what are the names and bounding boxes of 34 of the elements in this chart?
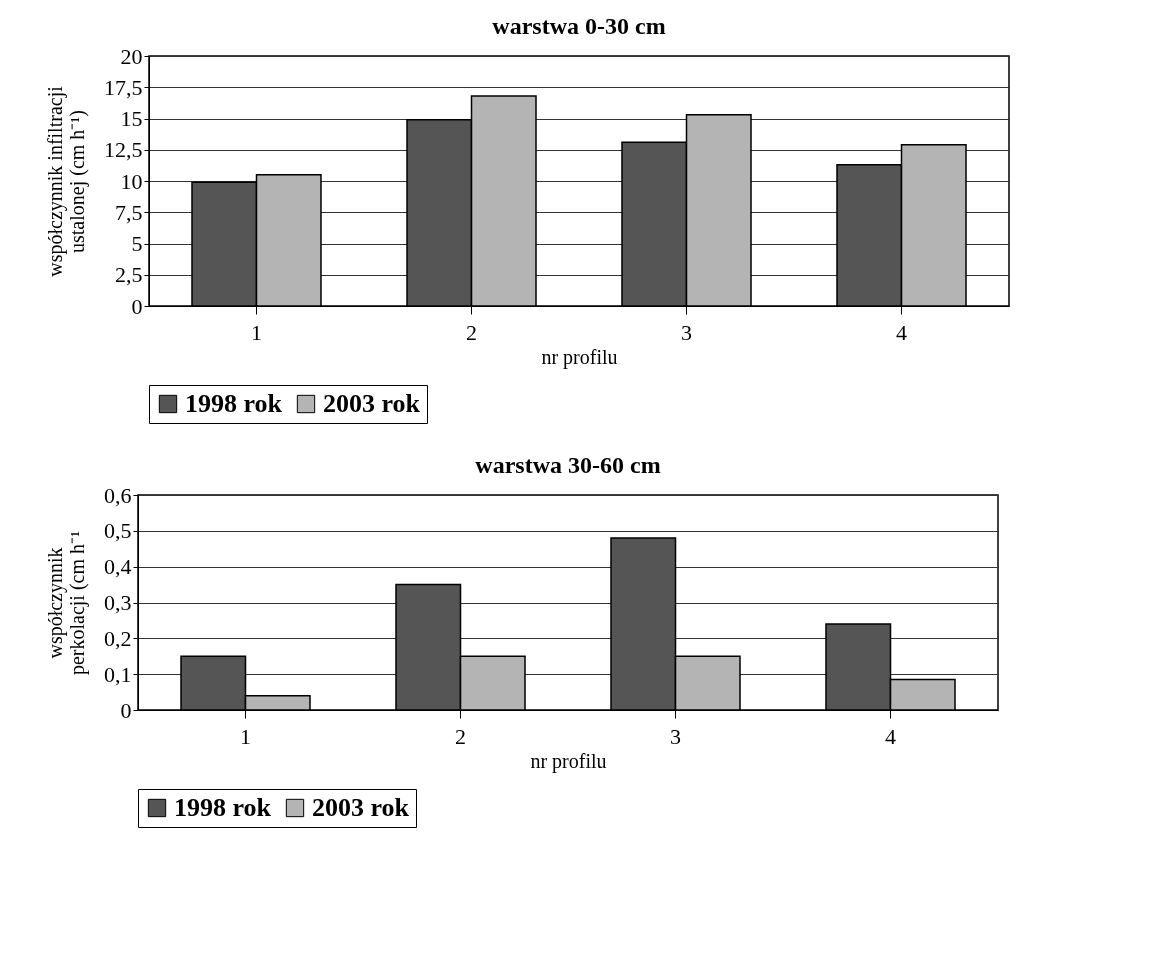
legend-label: 1998 rok [174,793,272,822]
y-tick-label: 5 [131,231,143,256]
y-tick-label: 12,5 [104,137,143,163]
x-tick-label: 4 [896,319,907,345]
x-tick-label: 2 [466,319,477,345]
x-axis-title: nr profilu [541,345,618,369]
x-tick-label: 4 [885,723,896,749]
x-tick-label: 2 [455,723,466,749]
y-tick-label: 15 [120,106,143,131]
y-tick-label: 0,6 [104,482,132,508]
y-tick-label: 0,2 [104,625,132,651]
y-tick-label: 17,5 [104,74,143,100]
chart-title: warstwa 30-60 cm [475,452,661,478]
y-axis-title: współczynnik perkolacji (cm h⁻¹ [44,530,89,676]
y-axis-title: współczynnik infiltracji ustalonej (cm h⁻¹) [44,85,89,277]
legend-label: 1998 rok [185,389,283,418]
legend-label: 2003 rok [312,793,410,822]
x-tick-label: 3 [681,319,692,345]
y-tick-label: 0 [131,293,143,319]
x-tick-label: 1 [240,723,251,749]
y-tick-label: 0 [120,697,132,723]
y-tick-label: 2,5 [115,262,143,288]
y-tick-label: 20 [120,43,143,69]
y-tick-label: 0,4 [104,554,132,580]
legend-label: 2003 rok [323,389,421,418]
x-axis-title: nr profilu [530,749,607,773]
x-tick-label: 3 [670,723,681,749]
y-tick-label: 0,5 [104,518,132,544]
chart-title: warstwa 0-30 cm [492,13,666,39]
y-tick-label: 0,1 [104,661,132,687]
y-tick-label: 0,3 [104,590,132,615]
y-tick-label: 10 [120,168,143,194]
x-tick-label: 1 [251,319,262,345]
y-tick-label: 7,5 [115,199,143,225]
